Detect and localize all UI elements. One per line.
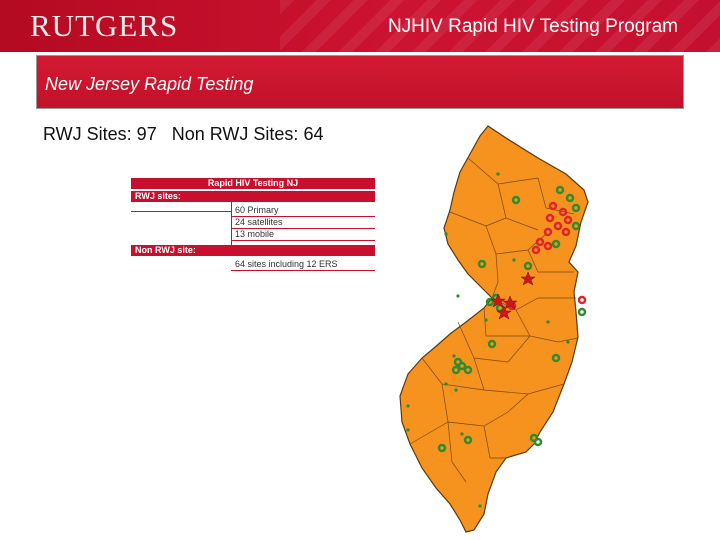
- non-rwj-site-marker: [558, 207, 568, 217]
- program-title: NJHIV Rapid HIV Testing Program: [387, 16, 678, 37]
- small-site-dot: [444, 232, 448, 236]
- site-counts: RWJ Sites: 97 Non RWJ Sites: 64: [43, 124, 323, 145]
- subtitle-bar: New Jersey Rapid Testing: [36, 55, 684, 109]
- hospital-star-icon: [502, 295, 518, 310]
- legend-non-rwj-label: Non RWJ site:: [131, 245, 375, 256]
- rwj-site-marker: [523, 261, 533, 271]
- slide-subtitle: New Jersey Rapid Testing: [45, 74, 254, 94]
- rwj-site-marker: [477, 259, 487, 269]
- rwj-site-marker: [565, 193, 575, 203]
- non-rwj-site-marker: [535, 237, 545, 247]
- non-rwj-site-marker: [548, 201, 558, 211]
- non-rwj-site-marker: [545, 213, 555, 223]
- legend-non-rwj-sites: 64 sites including 12 ERS: [231, 259, 375, 271]
- non-rwj-site-marker: [543, 227, 553, 237]
- rwj-site-marker: [555, 185, 565, 195]
- new-jersey-map: [399, 125, 589, 533]
- header-banner: RUTGERS NJHIV Rapid HIV Testing Program: [0, 0, 720, 52]
- legend-rwj-mobile: 13 mobile: [231, 229, 375, 241]
- county-borders: [409, 157, 579, 483]
- header-pattern: [280, 0, 720, 52]
- rwj-site-marker: [551, 239, 561, 249]
- small-site-dot: [496, 172, 500, 176]
- non-rwj-site-marker: [553, 221, 563, 231]
- non-rwj-site-marker: [531, 245, 541, 255]
- small-site-dot: [456, 294, 460, 298]
- hospital-star-icon: [520, 271, 536, 286]
- rwj-site-marker: [451, 365, 461, 375]
- non-rwj-site-count: Non RWJ Sites: 64: [171, 124, 324, 144]
- rutgers-logo: RUTGERS: [30, 8, 179, 43]
- testing-site-markers: [406, 172, 587, 508]
- hospital-star-icon: [490, 293, 506, 308]
- legend-rwj-label: RWJ sites:: [131, 191, 375, 202]
- non-rwj-site-marker: [577, 295, 587, 305]
- rwj-site-marker: [463, 365, 473, 375]
- rwj-site-marker: [457, 361, 467, 371]
- rwj-site-marker: [437, 443, 447, 453]
- rwj-site-marker: [577, 307, 587, 317]
- small-site-dot: [484, 318, 488, 322]
- small-site-dot: [406, 404, 410, 408]
- rwj-site-count: RWJ Sites: 97: [43, 124, 157, 144]
- non-rwj-site-marker: [563, 215, 573, 225]
- non-rwj-site-marker: [543, 241, 553, 251]
- legend-rwj-satellites: 24 satellites: [231, 217, 375, 229]
- small-site-dot: [454, 388, 458, 392]
- legend-title: Rapid HIV Testing NJ: [131, 178, 375, 189]
- legend-rule: [131, 202, 231, 212]
- hospital-star-icon: [496, 305, 512, 320]
- nj-state-shape: [399, 125, 589, 533]
- legend-rwj-primary: 60 Primary: [231, 205, 375, 217]
- small-site-dot: [406, 428, 410, 432]
- small-site-dot: [452, 354, 456, 358]
- rwj-site-marker: [533, 437, 543, 447]
- small-site-dot: [512, 258, 516, 262]
- small-site-dot: [478, 504, 482, 508]
- rwj-site-marker: [487, 339, 497, 349]
- rwj-site-marker: [511, 195, 521, 205]
- rwj-site-marker: [571, 221, 581, 231]
- rwj-site-marker: [463, 435, 473, 445]
- small-site-dot: [546, 320, 550, 324]
- rwj-site-marker: [485, 297, 495, 307]
- legend-divider: [231, 202, 232, 246]
- rwj-site-marker: [571, 203, 581, 213]
- small-site-dot: [460, 432, 464, 436]
- legend-table: Rapid HIV Testing NJ RWJ sites: 60 Prima…: [131, 178, 375, 271]
- rwj-site-marker: [551, 353, 561, 363]
- non-rwj-site-marker: [561, 227, 571, 237]
- small-site-dot: [566, 340, 570, 344]
- small-site-dot: [444, 382, 448, 386]
